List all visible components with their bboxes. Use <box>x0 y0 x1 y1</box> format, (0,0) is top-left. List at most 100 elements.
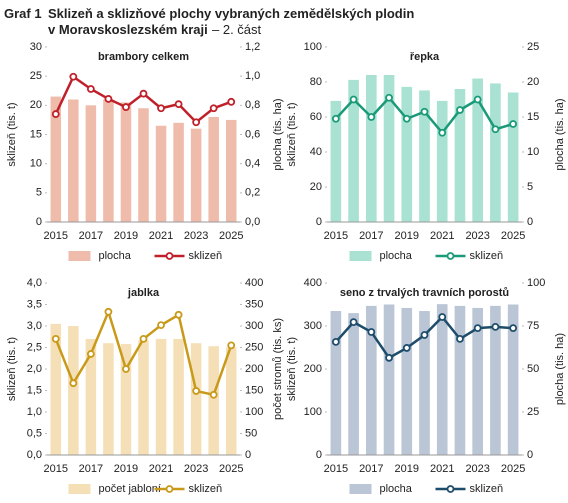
y2-tick-label: 0 <box>527 449 533 461</box>
bar <box>436 304 448 455</box>
marker <box>192 387 201 395</box>
bar <box>507 92 519 222</box>
figure-title-line2: v Moravskoslezském kraji <box>48 22 208 37</box>
x-tick-label: 2015 <box>44 463 68 475</box>
y2-tick-label: 250 <box>245 341 263 353</box>
legend-label: plocha <box>99 250 132 262</box>
y2-tick-label: 50 <box>245 427 257 439</box>
bar <box>85 105 97 222</box>
y2-tick-label: 5 <box>527 181 533 193</box>
marker <box>69 72 78 81</box>
legend-swatch <box>165 485 174 493</box>
y2-tick-label: 100 <box>527 277 545 289</box>
y-tick-label: 10 <box>30 158 42 170</box>
marker <box>104 95 113 103</box>
bar <box>103 343 114 455</box>
bar <box>138 108 149 222</box>
bar <box>330 311 342 455</box>
x-tick-label: 2025 <box>501 463 525 475</box>
legend-label: plocha <box>380 483 413 495</box>
y-tick-label: 15 <box>30 128 42 140</box>
marker <box>438 313 447 321</box>
marker <box>509 324 518 333</box>
bar <box>436 100 448 222</box>
bar <box>85 338 97 455</box>
y-tick-label: 0 <box>316 449 322 461</box>
y-tick-label: 1,0 <box>27 406 42 418</box>
bar <box>383 75 395 222</box>
x-tick-label: 2025 <box>219 230 243 242</box>
marker <box>331 114 340 123</box>
y2-tick-label: 15 <box>527 111 539 123</box>
x-tick-label: 2017 <box>359 230 383 242</box>
x-tick-label: 2023 <box>465 230 489 242</box>
marker <box>491 125 500 134</box>
bar <box>366 75 377 222</box>
x-tick-label: 2023 <box>184 463 208 475</box>
legend-swatch <box>68 251 91 261</box>
bar <box>454 89 466 222</box>
marker <box>367 113 376 121</box>
y-tick-label: 2,0 <box>27 363 42 375</box>
bar <box>50 323 62 455</box>
legend-swatch <box>446 485 455 493</box>
marker <box>157 321 165 330</box>
marker <box>86 85 95 93</box>
bar <box>173 338 184 455</box>
y2-tick-label: 0,0 <box>245 216 260 228</box>
bar <box>190 128 202 222</box>
legend-label: sklizeň <box>189 250 223 262</box>
bar <box>348 313 359 455</box>
legend-swatch <box>446 252 455 260</box>
marker <box>349 318 358 327</box>
x-tick-label: 2025 <box>219 463 243 475</box>
panel-title: brambory celkem <box>98 51 189 63</box>
bar <box>190 343 202 455</box>
legend-label: plocha <box>380 250 413 262</box>
legend-swatch <box>68 484 91 494</box>
y-axis-label: sklizeň (tis. t) <box>6 337 18 401</box>
y2-tick-label: 150 <box>245 384 263 396</box>
x-tick-label: 2019 <box>114 463 138 475</box>
marker <box>402 114 411 123</box>
marker <box>157 104 165 113</box>
legend-swatch <box>165 252 174 260</box>
y-tick-label: 1,5 <box>27 384 42 396</box>
marker <box>227 341 236 350</box>
y-tick-label: 40 <box>310 146 322 158</box>
y-tick-label: 4,0 <box>27 277 42 289</box>
bar <box>103 99 114 222</box>
y-tick-label: 25 <box>30 70 42 82</box>
y-tick-label: 0,0 <box>27 449 42 461</box>
y-tick-label: 30 <box>30 41 42 53</box>
y-tick-label: 20 <box>30 99 42 111</box>
marker <box>139 89 148 98</box>
y-tick-label: 100 <box>304 406 322 418</box>
panel-title: jablka <box>127 287 160 299</box>
bar <box>383 304 395 455</box>
y-tick-label: 3,0 <box>27 320 42 332</box>
y2-tick-label: 200 <box>245 363 263 375</box>
bar <box>419 311 430 455</box>
y2-tick-label: 10 <box>527 146 539 158</box>
x-tick-label: 2023 <box>465 463 489 475</box>
bar <box>366 305 377 455</box>
marker <box>104 307 113 316</box>
panel-title: seno z trvalých travních porostů <box>340 287 509 299</box>
figure-title: Sklizeň a sklizňové plochy vybraných zem… <box>48 6 414 21</box>
marker <box>174 100 183 109</box>
y-tick-label: 0,5 <box>27 427 42 439</box>
x-tick-label: 2017 <box>359 463 383 475</box>
y2-axis-label: plocha (tis. ha) <box>272 98 284 170</box>
y-tick-label: 5 <box>36 187 42 199</box>
y-tick-label: 100 <box>304 41 322 53</box>
bar <box>173 122 184 222</box>
panel-title: řepka <box>410 51 440 63</box>
x-tick-label: 2015 <box>324 230 348 242</box>
marker <box>402 344 411 352</box>
y2-axis-label: plocha (tis. ha) <box>554 98 566 170</box>
bar <box>401 307 413 455</box>
bar <box>454 305 466 455</box>
y2-axis-label: počet stromů (tis. ks) <box>272 318 284 420</box>
y-axis-label: sklizeň (tis. t) <box>6 102 18 166</box>
